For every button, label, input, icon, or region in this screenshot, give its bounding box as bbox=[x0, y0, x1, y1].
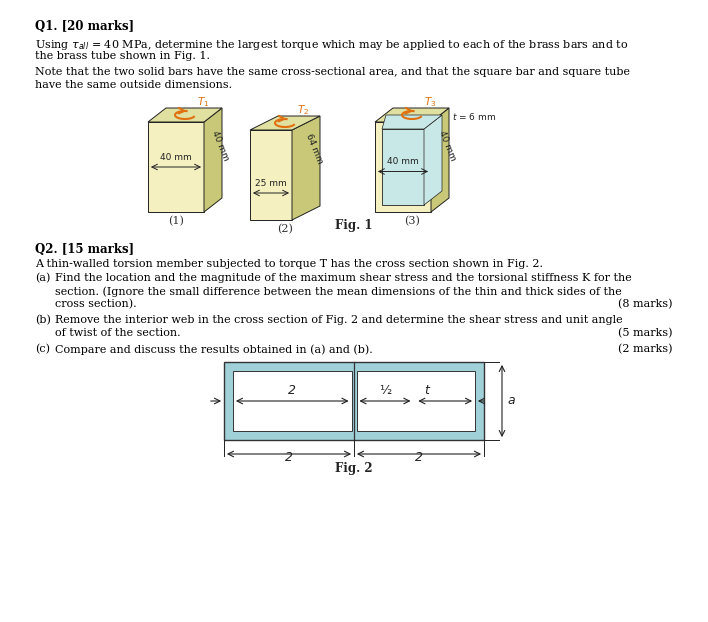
Text: 40 mm: 40 mm bbox=[387, 157, 419, 167]
Text: 40 mm: 40 mm bbox=[437, 129, 457, 162]
Text: (8 marks): (8 marks) bbox=[617, 299, 672, 309]
Text: of twist of the section.: of twist of the section. bbox=[55, 328, 181, 338]
Polygon shape bbox=[375, 108, 449, 122]
Polygon shape bbox=[204, 108, 222, 212]
Text: (c): (c) bbox=[35, 344, 50, 355]
Text: A thin-walled torsion member subjected to torque T has the cross section shown i: A thin-walled torsion member subjected t… bbox=[35, 259, 543, 269]
Text: Compare and discuss the results obtained in (a) and (b).: Compare and discuss the results obtained… bbox=[55, 344, 372, 355]
Text: (2): (2) bbox=[277, 224, 293, 234]
Text: 64 mm: 64 mm bbox=[304, 132, 324, 165]
Polygon shape bbox=[250, 130, 292, 220]
FancyBboxPatch shape bbox=[224, 362, 484, 440]
Text: have the same outside dimensions.: have the same outside dimensions. bbox=[35, 80, 232, 90]
Text: 2: 2 bbox=[288, 384, 296, 397]
Text: 2: 2 bbox=[415, 451, 423, 464]
Text: Fig. 2: Fig. 2 bbox=[335, 462, 373, 475]
Text: Remove the interior web in the cross section of Fig. 2 and determine the shear s: Remove the interior web in the cross sec… bbox=[55, 315, 622, 325]
Text: ½: ½ bbox=[379, 384, 391, 397]
Polygon shape bbox=[431, 108, 449, 212]
Polygon shape bbox=[250, 116, 320, 130]
Text: Q2. [15 marks]: Q2. [15 marks] bbox=[35, 243, 134, 256]
Polygon shape bbox=[382, 115, 442, 129]
Text: (1): (1) bbox=[168, 216, 184, 226]
Text: the brass tube shown in Fig. 1.: the brass tube shown in Fig. 1. bbox=[35, 51, 210, 61]
Text: Fig. 1: Fig. 1 bbox=[336, 219, 372, 232]
Text: 40 mm: 40 mm bbox=[160, 153, 192, 162]
Polygon shape bbox=[382, 129, 424, 205]
Text: 40 mm: 40 mm bbox=[210, 129, 230, 162]
Text: section. (Ignore the small difference between the mean dimensions of the thin an: section. (Ignore the small difference be… bbox=[55, 286, 622, 297]
Text: $T_2$: $T_2$ bbox=[297, 103, 309, 117]
Text: cross section).: cross section). bbox=[55, 299, 137, 309]
Polygon shape bbox=[424, 115, 442, 205]
Text: (a): (a) bbox=[35, 273, 50, 283]
Text: Q1. [20 marks]: Q1. [20 marks] bbox=[35, 20, 134, 33]
FancyBboxPatch shape bbox=[357, 371, 475, 431]
Text: (5 marks): (5 marks) bbox=[617, 328, 672, 338]
Text: $T_1$: $T_1$ bbox=[197, 95, 210, 109]
Text: (2 marks): (2 marks) bbox=[617, 344, 672, 355]
Text: (b): (b) bbox=[35, 315, 51, 325]
Polygon shape bbox=[148, 122, 204, 212]
FancyBboxPatch shape bbox=[233, 371, 351, 431]
Text: Using $\tau_{all}$ = 40 MPa, determine the largest torque which may be applied t: Using $\tau_{all}$ = 40 MPa, determine t… bbox=[35, 38, 628, 52]
Text: $t$ = 6 mm: $t$ = 6 mm bbox=[452, 111, 496, 122]
Text: $T_3$: $T_3$ bbox=[424, 95, 436, 109]
Text: 25 mm: 25 mm bbox=[255, 179, 287, 188]
Text: $a$: $a$ bbox=[507, 394, 516, 407]
Polygon shape bbox=[375, 122, 431, 212]
Text: $t$: $t$ bbox=[423, 384, 431, 397]
Polygon shape bbox=[148, 108, 222, 122]
Text: (3): (3) bbox=[404, 216, 420, 226]
Text: Find the location and the magnitude of the maximum shear stress and the torsiona: Find the location and the magnitude of t… bbox=[55, 273, 632, 283]
Polygon shape bbox=[292, 116, 320, 220]
Text: Note that the two solid bars have the same cross-sectional area, and that the sq: Note that the two solid bars have the sa… bbox=[35, 67, 630, 77]
Text: 2: 2 bbox=[285, 451, 293, 464]
